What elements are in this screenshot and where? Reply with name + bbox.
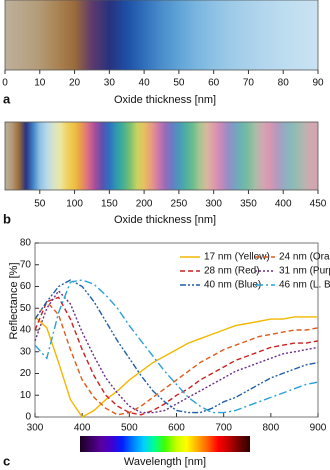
- x-tick-label: 600: [168, 423, 185, 434]
- wavelength-colorbar: [80, 436, 250, 452]
- series-line: [34, 289, 319, 414]
- x-tick-label: 450: [310, 199, 327, 210]
- x-axis-label: Oxide thickness [nm]: [114, 214, 216, 226]
- series-line: [34, 279, 319, 414]
- x-tick-label: 30: [104, 78, 116, 89]
- x-tick-label: 70: [243, 78, 255, 89]
- colorbar-label: Wavelength [nm]: [124, 456, 206, 468]
- x-tick-label: 300: [205, 199, 222, 210]
- x-tick-label: 0: [2, 78, 8, 89]
- x-tick-label: 800: [262, 423, 279, 434]
- x-tick-label: 20: [69, 78, 81, 89]
- x-tick-label: 250: [171, 199, 188, 210]
- x-tick-label: 150: [101, 199, 118, 210]
- x-tick-label: 40: [139, 78, 151, 89]
- panel-label: c: [3, 453, 10, 468]
- x-tick-label: 90: [312, 78, 324, 89]
- series-line: [34, 296, 319, 416]
- x-tick-label: 400: [74, 423, 91, 434]
- x-tick-label: 50: [173, 78, 185, 89]
- y-tick-label: 10: [20, 390, 32, 401]
- series-line: [34, 279, 319, 414]
- x-tick-label: 80: [278, 78, 290, 89]
- x-tick-label: 900: [310, 423, 327, 434]
- y-tick-label: 60: [20, 281, 32, 292]
- y-tick-label: 40: [20, 325, 32, 336]
- x-tick-label: 400: [275, 199, 292, 210]
- x-tick-label: 300: [27, 423, 44, 434]
- x-tick-label: 500: [121, 423, 138, 434]
- color-strip: [4, 121, 319, 191]
- legend-label: 28 nm (Red): [204, 266, 260, 277]
- legend-label: 46 nm (L. Blue): [279, 280, 330, 291]
- x-tick-label: 50: [34, 199, 46, 210]
- x-tick-label: 350: [240, 199, 257, 210]
- x-tick-label: 100: [66, 199, 83, 210]
- x-tick-label: 60: [208, 78, 220, 89]
- series-line: [34, 300, 319, 416]
- x-tick-label: 700: [215, 423, 232, 434]
- x-axis-label: Oxide thickness [nm]: [114, 94, 216, 106]
- panel-label: b: [3, 211, 11, 226]
- y-tick-label: 70: [20, 259, 32, 270]
- plot-frame: [34, 242, 319, 418]
- x-tick-label: 10: [34, 78, 46, 89]
- color-strip: [4, 0, 319, 71]
- y-tick-label: 20: [20, 368, 32, 379]
- legend-label: 40 nm (Blue): [204, 280, 261, 291]
- y-tick-label: 30: [20, 346, 32, 357]
- y-axis-label: Reflectance [%]: [8, 262, 20, 339]
- y-tick-label: 0: [25, 412, 31, 423]
- series-line: [34, 316, 318, 418]
- panel-label: a: [3, 91, 11, 106]
- y-tick-label: 80: [20, 238, 32, 249]
- legend-label: 31 nm (Purple): [279, 266, 330, 277]
- legend-label: 24 nm (Orange): [279, 252, 330, 263]
- y-tick-label: 50: [20, 303, 32, 314]
- x-tick-label: 200: [136, 199, 153, 210]
- legend-label: 17 nm (Yellow): [204, 252, 270, 263]
